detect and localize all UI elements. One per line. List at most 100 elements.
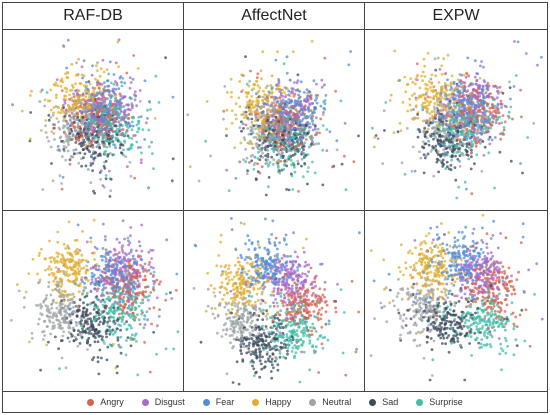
scatter-point-neutral [411,145,415,149]
scatter-point-surprise [286,117,289,121]
scatter-point-disgust [139,115,143,118]
scatter-point-sad [94,150,97,154]
scatter-point-fear [134,282,138,286]
scatter-point-surprise [125,272,129,276]
scatter-point-happy [105,68,109,71]
scatter-point-angry [460,113,464,117]
scatter-point-angry [297,144,300,148]
scatter-point-neutral [10,319,13,322]
scatter-point-surprise [455,151,459,154]
scatter-point-happy [117,65,120,68]
scatter-point-happy [55,259,59,263]
scatter-point-angry [471,100,475,104]
scatter-point-surprise [113,105,117,109]
scatter-point-sad [170,179,174,183]
scatter-point-fear [103,255,107,259]
scatter-point-fear [130,248,133,252]
scatter-point-happy [59,84,63,88]
scatter-point-angry [475,117,479,120]
scatter-point-surprise [113,143,117,147]
scatter-point-disgust [469,118,473,122]
scatter-point-neutral [447,144,451,148]
scatter-point-happy [62,242,66,246]
scatter-point-happy [430,110,434,113]
scatter-point-angry [476,128,479,132]
scatter-point-happy [458,103,461,106]
scatter-point-surprise [446,128,450,132]
scatter-point-fear [468,136,472,139]
scatter-point-angry [90,140,93,144]
scatter-point-surprise [444,167,448,171]
scatter-point-angry [105,282,109,285]
scatter-point-angry [53,126,56,130]
scatter-point-sad [295,136,298,140]
scatter-point-disgust [99,102,103,105]
scatter-point-happy [99,67,103,71]
scatter-point-happy [77,272,81,276]
scatter-point-happy [270,92,274,95]
scatter-point-sad [126,134,130,138]
scatter-point-angry [482,124,486,128]
scatter-point-happy [272,120,276,124]
scatter-point-fear [92,101,95,104]
scatter-point-disgust [55,78,59,81]
scatter-point-disgust [129,81,133,84]
scatter-point-sad [436,127,440,131]
scatter-point-sad [119,351,123,355]
scatter-point-disgust [276,110,280,114]
scatter-point-happy [31,257,35,261]
scatter-point-happy [234,102,238,106]
scatter-point-angry [465,72,469,76]
scatter-point-angry [426,95,430,99]
scatter-point-neutral [439,93,443,97]
scatter-point-disgust [447,98,450,101]
scatter-point-angry [483,131,487,135]
scatter-point-sad [82,148,85,151]
scatter-point-disgust [136,279,140,283]
scatter-point-surprise [301,133,305,137]
scatter-point-fear [274,58,278,62]
scatter-point-happy [84,143,88,147]
scatter-point-neutral [128,160,132,164]
scatter-point-angry [127,113,131,116]
scatter-point-sad [169,291,172,294]
scatter-point-angry [119,133,122,137]
scatter-point-neutral [456,122,460,125]
scatter-point-angry [476,120,480,124]
scatter-point-happy [81,291,85,295]
scatter-point-happy [241,89,244,92]
scatter-point-sad [115,327,119,330]
scatter-point-happy [49,260,53,264]
scatter-point-sad [70,129,74,133]
scatter-point-happy [421,119,425,123]
scatter-point-happy [291,50,295,53]
scatter-point-disgust [101,58,105,62]
scatter-point-happy [278,87,282,91]
scatter-point-fear [299,99,303,103]
scatter-point-surprise [113,331,117,334]
scatter-point-fear [128,304,131,308]
scatter-point-angry [76,112,79,115]
scatter-point-surprise [270,87,274,91]
scatter-point-fear [466,102,469,105]
scatter-point-happy [238,105,242,108]
scatter-point-neutral [63,319,66,323]
scatter-point-disgust [126,265,130,268]
scatter-point-surprise [371,126,374,130]
scatter-point-fear [470,103,474,107]
scatter-point-sad [422,171,426,175]
scatter-point-neutral [52,132,56,135]
scatter-point-fear [335,139,339,143]
scatter-point-happy [77,98,80,102]
scatter-point-angry [278,139,281,142]
scatter-point-sad [102,141,106,144]
scatter-point-neutral [532,122,536,125]
scatter-point-happy [430,73,434,77]
scatter-point-disgust [112,247,116,251]
scatter-point-happy [256,91,260,94]
scatter-point-surprise [479,141,482,145]
scatter-point-angry [273,132,276,135]
scatter-point-sad [465,145,469,148]
scatter-point-happy [77,57,80,61]
scatter-point-neutral [89,181,93,185]
